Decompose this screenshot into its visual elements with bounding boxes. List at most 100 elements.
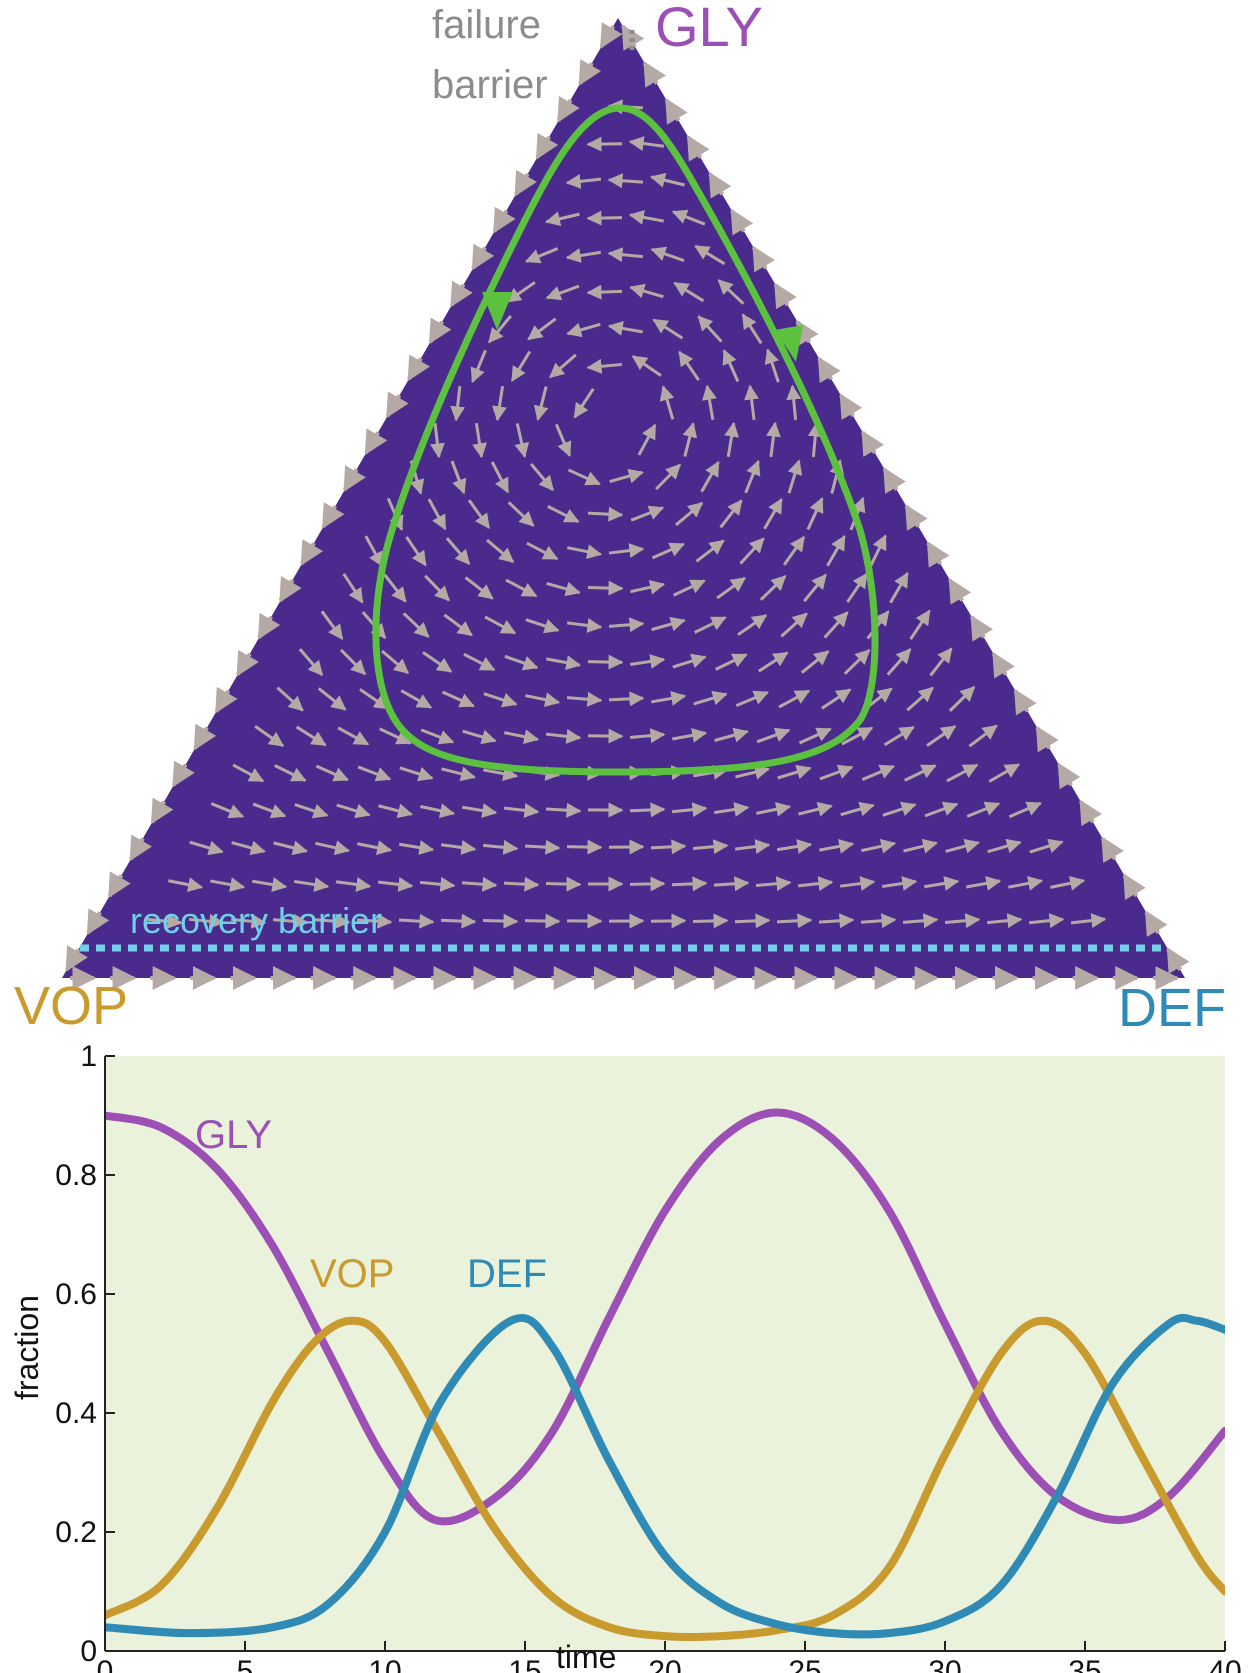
field-arrow xyxy=(923,876,960,891)
field-arrow xyxy=(586,284,623,300)
edge-arrow xyxy=(556,95,580,123)
field-arrow xyxy=(607,247,644,263)
field-arrow xyxy=(628,136,665,151)
field-arrow xyxy=(573,387,595,419)
field-arrow xyxy=(903,838,938,854)
field-arrow xyxy=(717,279,745,305)
field-arrow xyxy=(693,690,728,706)
field-arrow xyxy=(533,386,549,421)
field-arrow xyxy=(946,763,979,783)
field-arrow xyxy=(800,650,830,674)
field-arrow xyxy=(948,686,976,712)
field-arrow xyxy=(566,617,603,633)
field-arrow xyxy=(744,384,760,421)
edge-arrow xyxy=(428,317,452,345)
field-arrow xyxy=(734,913,771,929)
vertex-label-vop: VOP xyxy=(14,976,128,1036)
x-tick-label: 25 xyxy=(788,1655,821,1673)
field-arrow xyxy=(359,688,390,710)
field-arrow xyxy=(230,913,267,929)
field-arrow xyxy=(861,764,896,782)
field-arrow xyxy=(734,839,771,855)
field-arrow xyxy=(210,877,246,893)
field-arrow xyxy=(841,726,874,746)
field-arrow xyxy=(294,803,329,819)
edge-arrow xyxy=(1013,688,1037,716)
field-arrow xyxy=(189,840,224,856)
edge-arrow xyxy=(991,651,1015,679)
y-ticks: 0 0.2 0.4 0.6 0.8 1 xyxy=(55,1040,115,1668)
x-tick-label: 35 xyxy=(1068,1655,1101,1673)
x-tick-label: 5 xyxy=(237,1655,254,1673)
field-arrow xyxy=(719,499,743,529)
field-arrow xyxy=(988,763,1021,783)
y-tick-label: 0 xyxy=(80,1635,97,1668)
edge-arrow xyxy=(817,356,841,384)
field-arrow xyxy=(567,468,601,486)
field-arrow xyxy=(464,576,494,600)
field-arrow xyxy=(637,423,657,456)
y-tick-label: 0.2 xyxy=(55,1516,97,1549)
field-arrow xyxy=(383,573,407,603)
field-arrow xyxy=(525,692,561,708)
edge-arrow xyxy=(150,797,174,825)
field-arrow xyxy=(675,501,704,527)
field-arrow xyxy=(490,461,510,494)
field-arrow xyxy=(889,572,909,604)
series-label-def: DEF xyxy=(467,1252,547,1296)
field-arrow xyxy=(565,248,602,263)
field-arrow xyxy=(507,501,535,527)
field-arrow xyxy=(429,422,445,459)
field-arrow xyxy=(671,802,708,818)
field-arrow xyxy=(420,728,455,745)
field-arrow xyxy=(757,651,789,673)
field-arrow xyxy=(607,173,644,189)
field-arrow xyxy=(608,543,645,559)
field-arrow xyxy=(1028,913,1065,929)
field-arrow xyxy=(400,689,433,709)
edge-arrow xyxy=(642,60,666,88)
field-arrow xyxy=(422,651,453,673)
field-arrow xyxy=(1070,913,1107,929)
field-arrow xyxy=(450,385,466,422)
field-arrow xyxy=(514,423,530,459)
y-axis-label: fraction xyxy=(9,1295,45,1400)
x-tick-label: 20 xyxy=(648,1655,681,1673)
field-arrow xyxy=(315,840,351,856)
field-arrow xyxy=(320,610,344,640)
field-arrow xyxy=(276,686,304,712)
field-arrow xyxy=(741,313,763,345)
field-arrow xyxy=(629,802,666,818)
field-arrow xyxy=(526,541,559,561)
edge-arrow xyxy=(492,206,516,234)
field-arrow xyxy=(566,839,603,855)
field-arrow xyxy=(566,322,601,338)
field-arrow xyxy=(524,913,561,929)
field-arrow xyxy=(505,578,538,598)
edge-arrow xyxy=(321,502,345,529)
field-arrow xyxy=(650,691,687,706)
field-arrow xyxy=(739,537,765,565)
field-arrow xyxy=(274,764,307,782)
field-arrow xyxy=(780,612,808,638)
field-arrow xyxy=(861,838,897,854)
field-arrow xyxy=(786,384,802,421)
failure-barrier-label-line2: barrier xyxy=(432,63,548,107)
edge-arrow xyxy=(1122,873,1146,901)
edge-arrow xyxy=(236,649,259,677)
field-arrow xyxy=(399,766,434,782)
field-arrow xyxy=(886,648,912,676)
edge-arrow xyxy=(926,540,950,568)
field-arrow xyxy=(702,384,717,421)
ternary-triangle xyxy=(62,18,1185,978)
edge-arrow xyxy=(171,760,195,788)
field-arrow xyxy=(427,498,447,531)
edge-arrow xyxy=(257,612,281,640)
field-arrow xyxy=(819,764,854,781)
field-arrow xyxy=(807,421,823,458)
field-arrow xyxy=(694,616,727,634)
field-arrow xyxy=(628,209,664,225)
field-arrow xyxy=(146,913,183,929)
timeseries-lines xyxy=(105,1108,1225,1642)
series-label-gly: GLY xyxy=(195,1113,272,1157)
